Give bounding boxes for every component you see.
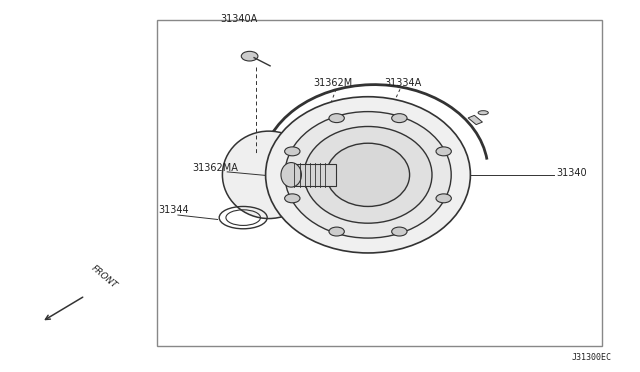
Circle shape <box>392 114 407 123</box>
Ellipse shape <box>478 111 488 115</box>
Ellipse shape <box>326 143 410 206</box>
Bar <box>291 164 336 186</box>
Ellipse shape <box>266 97 470 253</box>
Circle shape <box>436 147 451 156</box>
Circle shape <box>436 194 451 203</box>
Ellipse shape <box>304 126 432 223</box>
Text: 31340: 31340 <box>557 169 588 178</box>
Text: FRONT: FRONT <box>90 263 119 290</box>
Circle shape <box>285 194 300 203</box>
Text: 31362MA: 31362MA <box>192 163 238 173</box>
Text: 31344: 31344 <box>159 205 189 215</box>
Circle shape <box>241 51 258 61</box>
Circle shape <box>392 227 407 236</box>
Ellipse shape <box>285 112 451 238</box>
Circle shape <box>329 227 344 236</box>
Ellipse shape <box>281 163 301 187</box>
Bar <box>157 20 602 346</box>
Circle shape <box>285 147 300 156</box>
Text: 31362M: 31362M <box>314 78 353 87</box>
Circle shape <box>329 114 344 123</box>
Text: J31300EC: J31300EC <box>571 353 611 362</box>
Text: 31334A: 31334A <box>384 78 421 87</box>
Text: 31340A: 31340A <box>221 15 258 24</box>
Ellipse shape <box>222 131 315 219</box>
Bar <box>468 115 483 125</box>
